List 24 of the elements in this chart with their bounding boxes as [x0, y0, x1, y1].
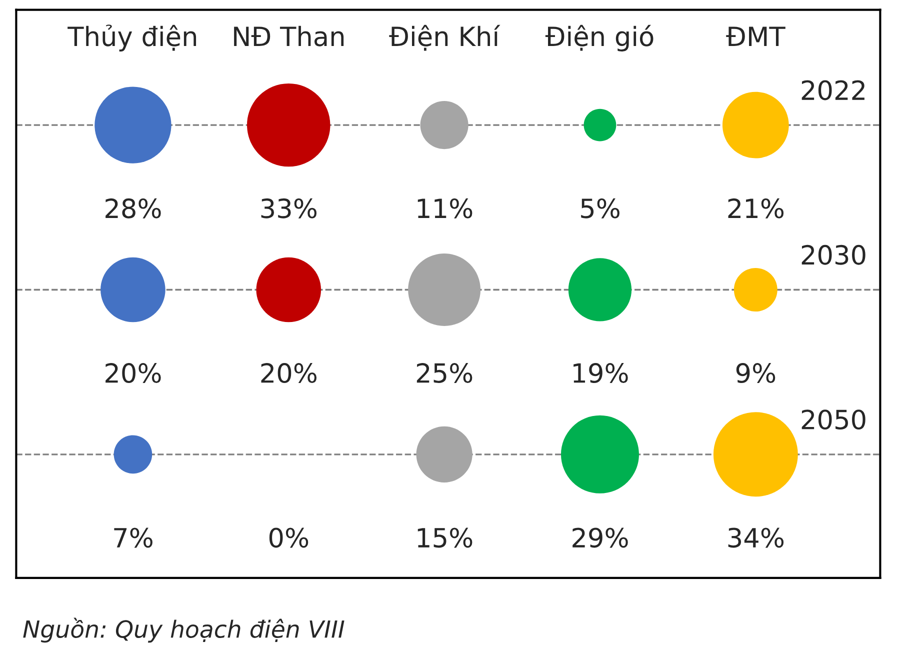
category-label: Thủy điện — [68, 24, 196, 52]
category-label: Điện gió — [545, 24, 654, 52]
data-label: 11% — [418, 198, 472, 218]
data-label: 9% — [736, 363, 776, 384]
category-label: ĐMT — [726, 26, 786, 46]
data-label: 20% — [261, 363, 317, 384]
text: 2022 — [802, 80, 864, 100]
data-label: 21% — [728, 198, 784, 218]
text: 2050 — [802, 410, 866, 430]
category-label: Điện Khí — [389, 24, 500, 51]
data-label: 0% — [269, 528, 308, 548]
data-label: 7% — [114, 528, 152, 548]
data-label: 5% — [581, 198, 620, 218]
data-label: 20% — [106, 363, 161, 384]
data-label: 33% — [261, 198, 317, 218]
data-label: 29% — [572, 528, 628, 548]
data-label: 19% — [574, 363, 628, 384]
text: 2030 — [802, 244, 866, 265]
data-label: 34% — [728, 528, 784, 548]
data-label: 15% — [418, 528, 472, 548]
data-label: 28% — [106, 198, 161, 218]
text: Nguồn: Quy hoạch điện VIII — [23, 618, 344, 643]
category-label: NĐ Than — [234, 26, 344, 46]
data-label: 25% — [416, 363, 472, 384]
